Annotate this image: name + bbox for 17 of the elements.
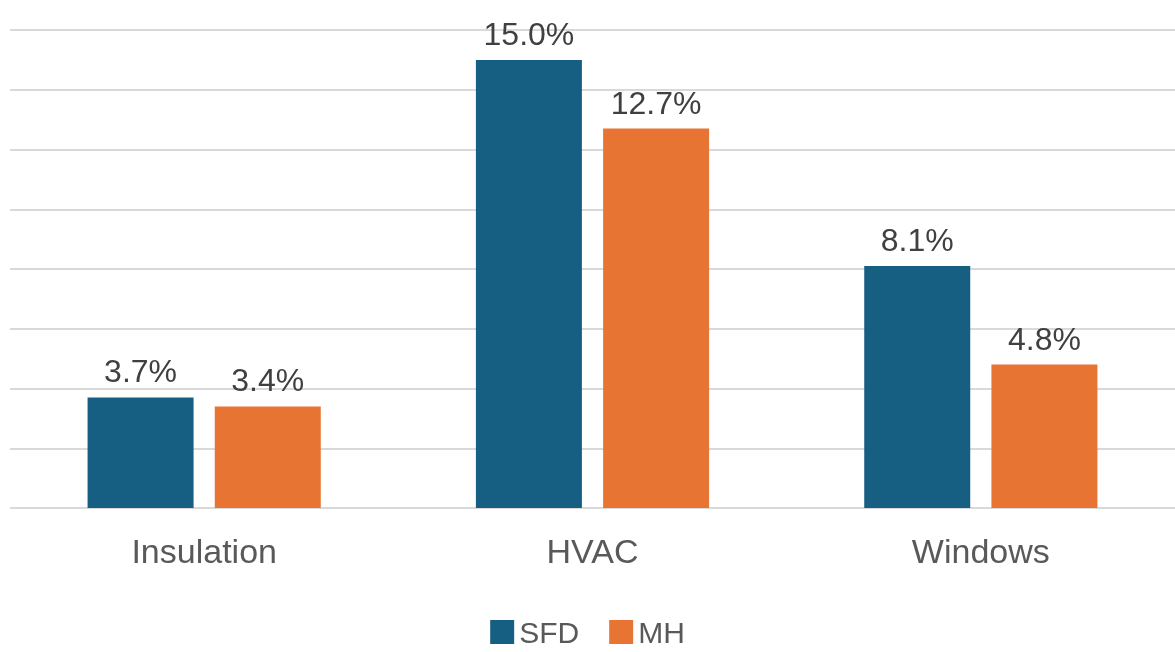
x-tick-label: Insulation (131, 532, 277, 570)
legend-label: SFD (519, 615, 580, 649)
data-label: 15.0% (483, 15, 575, 52)
bar (991, 364, 1098, 508)
bar (87, 397, 194, 508)
data-label: 4.8% (1007, 320, 1081, 357)
x-tick-label: Windows (911, 532, 1050, 570)
data-label: 12.7% (610, 84, 702, 121)
x-tick-label: HVAC (546, 532, 639, 570)
legend-label: MH (638, 615, 685, 649)
data-label: 8.1% (880, 222, 954, 259)
bar (603, 128, 710, 508)
bar (214, 406, 321, 508)
bar (475, 59, 582, 508)
data-label: 3.7% (104, 353, 178, 390)
data-label: 3.4% (231, 362, 305, 399)
bar (864, 266, 971, 508)
